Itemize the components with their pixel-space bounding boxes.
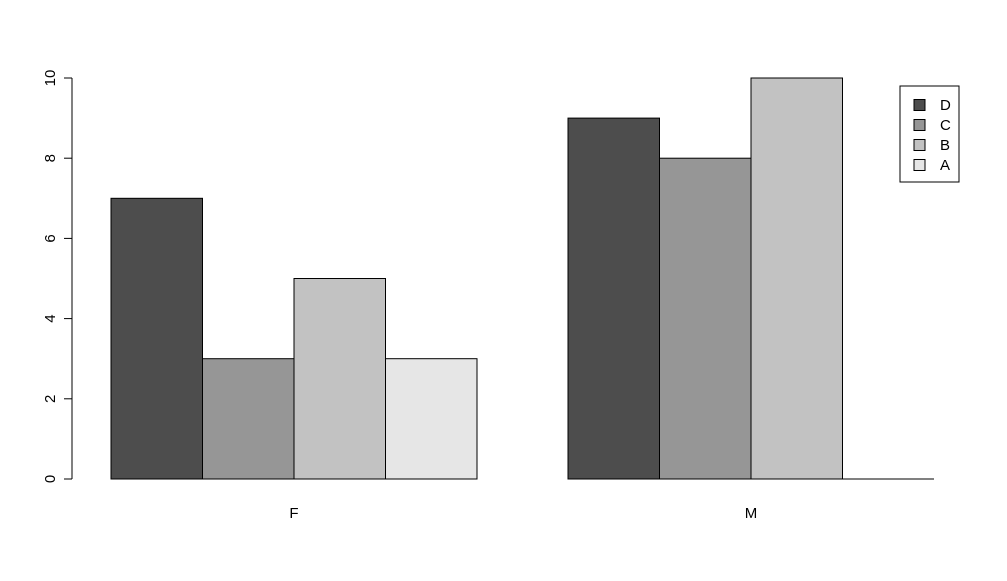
legend-label-C: C bbox=[940, 117, 951, 134]
bar-M-D bbox=[567, 117, 660, 480]
bars bbox=[110, 77, 934, 480]
legend-swatch-A bbox=[913, 159, 926, 171]
y-axis: 0 2 4 6 8 10 bbox=[42, 70, 73, 483]
bar-M-B bbox=[750, 77, 843, 480]
legend-label-B: B bbox=[940, 137, 950, 154]
y-tick-label: 0 bbox=[42, 475, 59, 483]
legend-swatch-B bbox=[913, 139, 926, 151]
bar-F-D bbox=[110, 197, 203, 480]
bar-M-C bbox=[659, 157, 752, 480]
legend-swatch-C bbox=[913, 119, 926, 131]
legend-label-A: A bbox=[940, 157, 950, 174]
x-category-label: M bbox=[745, 505, 758, 522]
bar-F-A bbox=[385, 358, 478, 480]
legend-box bbox=[899, 85, 960, 183]
y-tick-label: 4 bbox=[42, 314, 59, 322]
y-tick-label: 10 bbox=[42, 70, 59, 87]
y-tick-label: 8 bbox=[42, 154, 59, 162]
legend-label-D: D bbox=[940, 97, 951, 114]
bar-F-B bbox=[293, 278, 386, 480]
x-category-label: F bbox=[289, 505, 298, 522]
y-tick-label: 6 bbox=[42, 234, 59, 242]
bar-F-C bbox=[202, 358, 295, 480]
y-tick-label: 2 bbox=[42, 395, 59, 403]
legend-swatch-D bbox=[913, 99, 926, 111]
